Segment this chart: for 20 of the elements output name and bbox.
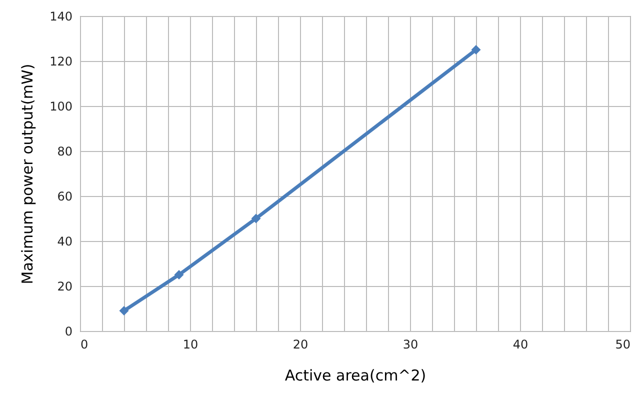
point (119, 306, 129, 316)
y-tick-label: 80 (57, 144, 72, 158)
y-tick-label: 0 (64, 324, 72, 338)
x-axis-title: Active area(cm^2) (284, 366, 426, 384)
y-tick-label: 120 (50, 54, 72, 68)
x-tick-label: 0 (80, 338, 88, 352)
y-tick-label: 140 (50, 10, 72, 24)
x-tick-label: 50 (615, 338, 630, 352)
x-tick-label: 10 (182, 338, 198, 352)
x-tick-label: 40 (512, 338, 528, 352)
x-tick-label: 20 (292, 338, 308, 352)
x-tick-label: 30 (402, 338, 418, 352)
point (174, 270, 184, 280)
y-tick-label: 60 (57, 190, 72, 204)
y-tick-label: 100 (50, 100, 72, 114)
y-axis-title: Maximum power output(mW) (18, 64, 37, 284)
y-tick-label: 20 (57, 280, 72, 294)
y-tick-label: 40 (57, 234, 72, 248)
point (251, 214, 261, 224)
point (471, 45, 481, 54)
